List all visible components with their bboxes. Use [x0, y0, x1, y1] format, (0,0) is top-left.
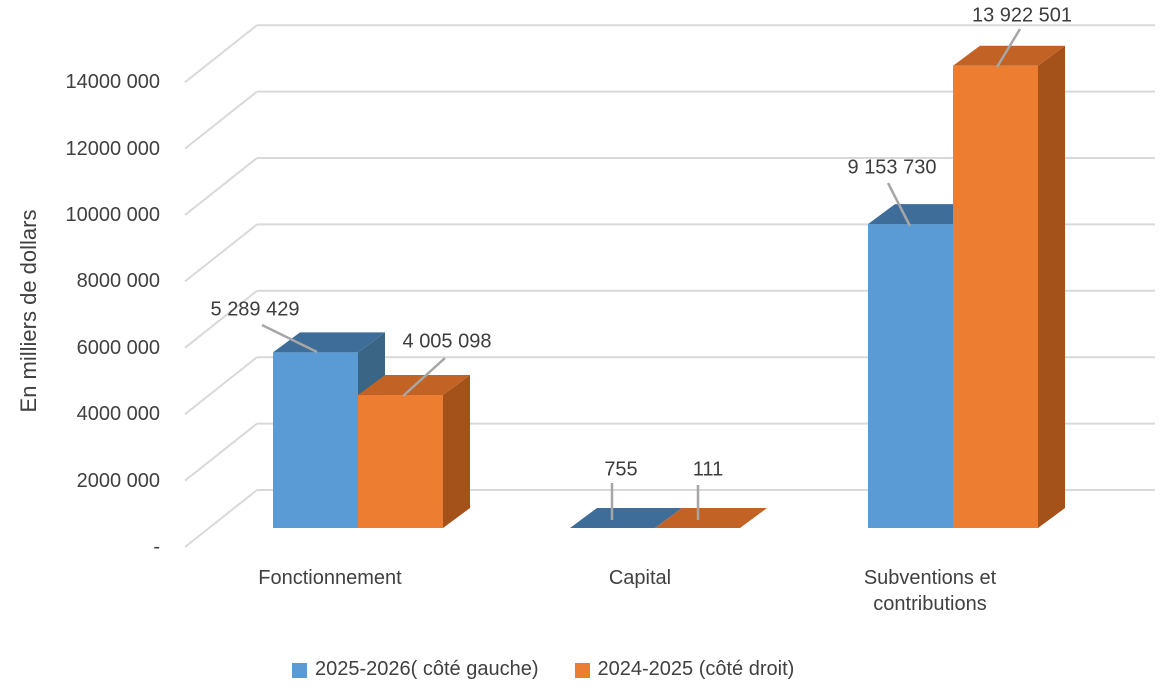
bar-top-face: [570, 507, 682, 528]
y-tick-label: 14000 000: [65, 71, 160, 94]
legend-item-2024-2025: 2024-2025 (côté droit): [574, 658, 795, 681]
data-label-leader-line: [261, 323, 318, 354]
bar-front-face: [358, 395, 443, 528]
y-tick-label: 4000 000: [76, 403, 160, 426]
y-tick-label: -: [153, 536, 160, 558]
data-label: 9 153 730: [847, 156, 937, 179]
category-label: Fonctionnement: [258, 567, 402, 589]
bar-top-face: [953, 45, 1065, 66]
y-tick-label: 12000 000: [65, 137, 160, 160]
category-label: Subventions et contributions: [863, 567, 997, 615]
data-label: 13 922 501: [971, 4, 1073, 27]
y-tick-label: 2000 000: [76, 469, 160, 492]
y-tick-label: 10000 000: [65, 204, 160, 226]
data-label: 111: [692, 458, 724, 481]
gridline-diagonal: [184, 223, 258, 283]
data-label-leader-line: [995, 28, 1022, 68]
bar-front-face: [953, 65, 1038, 529]
bar-top-face: [273, 332, 385, 353]
gridline-diagonal: [184, 422, 258, 482]
data-label: 4 005 098: [402, 330, 492, 353]
gridline-diagonal: [184, 290, 258, 349]
legend-label-2025-2026: 2025-2026( côté gauche): [315, 658, 539, 680]
legend-swatch-blue-icon: [292, 663, 307, 678]
bar-side-face: [1038, 45, 1065, 528]
chart-legend: 2025-2026( côté gauche) 2024-2025 (côté …: [292, 658, 794, 681]
bar-front-face: [868, 224, 953, 528]
gridline-diagonal: [184, 356, 258, 415]
legend-item-2025-2026: 2025-2026( côté gauche): [292, 658, 539, 681]
y-tick-label: 6000 000: [76, 336, 160, 359]
legend-swatch-orange-icon: [574, 663, 590, 678]
gridline-diagonal: [184, 157, 258, 216]
gridline-diagonal: [184, 90, 258, 150]
data-label-leader-line: [886, 182, 912, 227]
bar-top-face: [868, 204, 980, 225]
gridline-diagonal: [184, 24, 258, 83]
bar-front-face: [273, 352, 358, 528]
data-label: 5 289 429: [210, 298, 300, 321]
data-label: 755: [604, 458, 638, 481]
category-label: Capital: [608, 567, 672, 589]
bar-side-face: [443, 375, 470, 528]
data-label-leader-line: [402, 357, 446, 397]
y-axis-title: En milliers de dollars: [16, 209, 41, 413]
y-tick-label: 8000 000: [76, 270, 160, 293]
legend-label-2024-2025: 2024-2025 (côté droit): [597, 658, 795, 680]
bar-top-face: [655, 507, 767, 528]
gridline-diagonal: [184, 489, 258, 548]
